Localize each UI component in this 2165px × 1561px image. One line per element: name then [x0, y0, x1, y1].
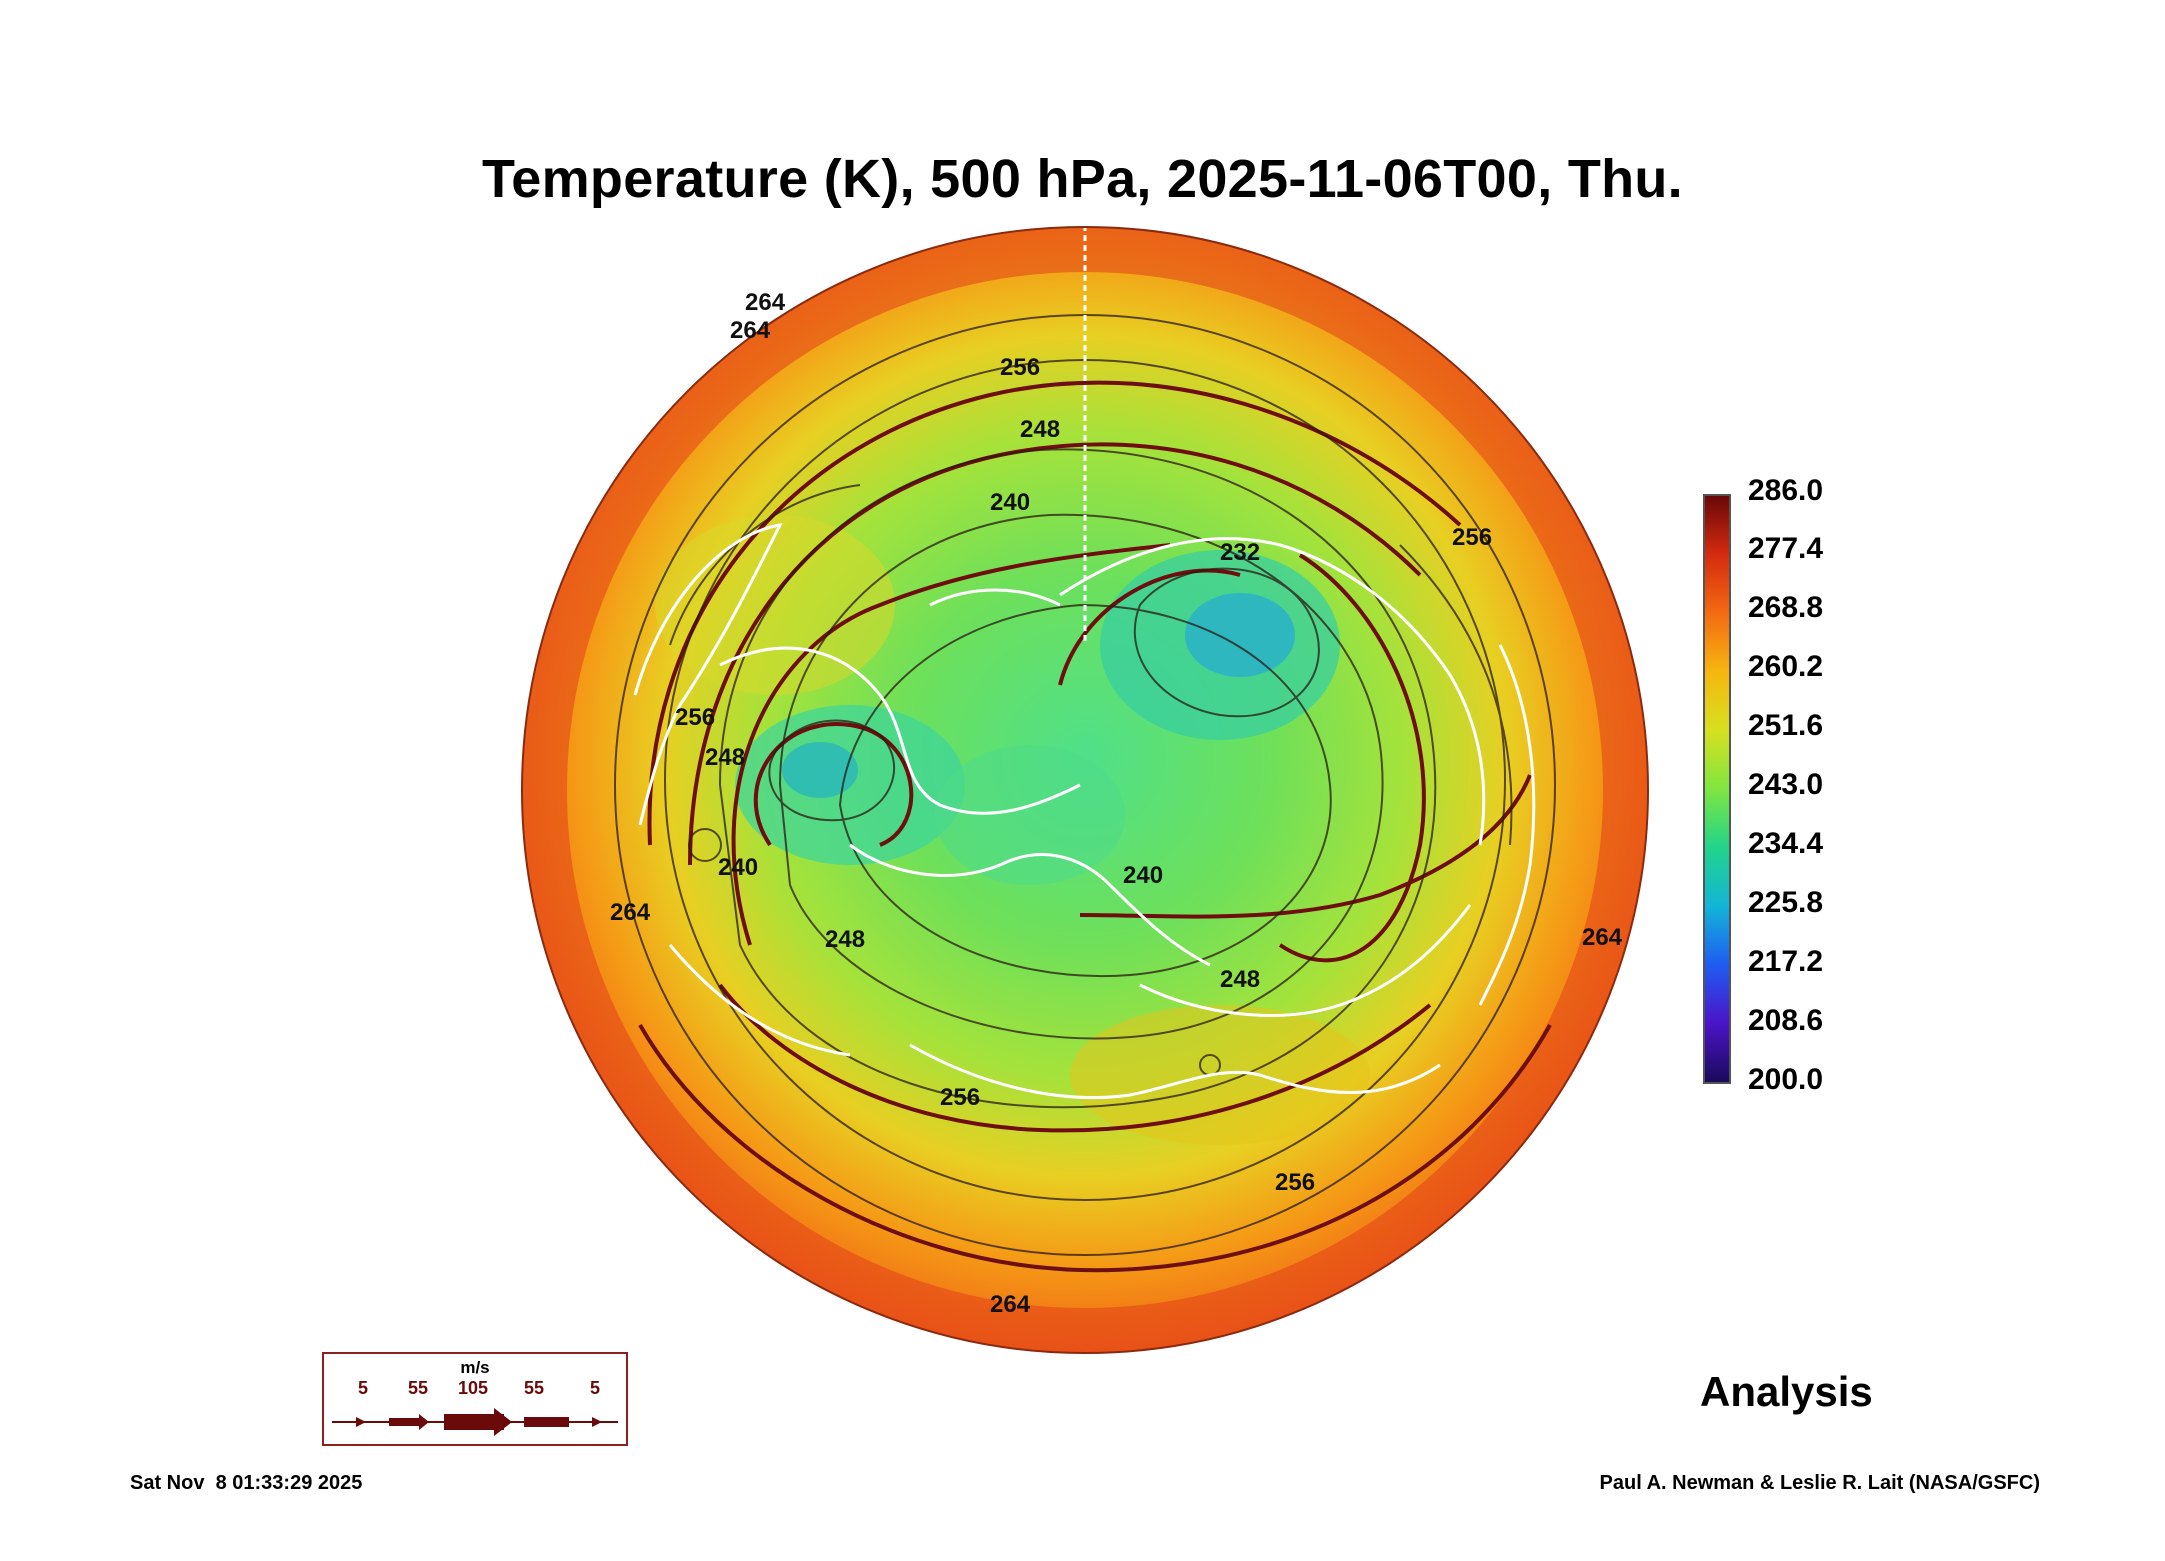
- contour-labels: 264 264 256 248 240 232 256 256 248 240 …: [610, 289, 1623, 1318]
- wind-speed-label: 5: [358, 1378, 369, 1398]
- wind-speed-label: 55: [408, 1378, 429, 1398]
- colorbar-label: 243.0: [1748, 768, 1824, 801]
- colorbar-label: 234.4: [1748, 827, 1824, 860]
- contour-label: 232: [1220, 539, 1260, 566]
- contour-label: 256: [1000, 354, 1040, 381]
- contour-label: 264: [1582, 924, 1623, 951]
- contour-label: 240: [718, 854, 758, 881]
- wind-arrow-scale: [332, 1408, 618, 1436]
- contour-label: 248: [705, 744, 745, 771]
- contour-label: 248: [1220, 966, 1260, 993]
- contour-label: 240: [1123, 862, 1163, 889]
- wind-speed-label: 5: [590, 1378, 601, 1398]
- warm-sector-pacific: [655, 515, 895, 695]
- colorbar-label: 217.2: [1748, 945, 1824, 978]
- contour-label: 256: [1452, 524, 1492, 551]
- colorbar-label: 200.0: [1748, 1063, 1824, 1096]
- map-title: Temperature (K), 500 hPa, 2025-11-06T00,…: [482, 149, 1683, 209]
- contour-label: 240: [990, 489, 1030, 516]
- contour-label: 264: [745, 289, 786, 316]
- contour-label: 248: [825, 926, 865, 953]
- contour-label: 256: [1275, 1169, 1315, 1196]
- contour-label: 264: [730, 317, 771, 344]
- polar-temperature-map: 264 264 256 248 240 232 256 256 248 240 …: [520, 225, 1650, 1355]
- wind-speed-label: 105: [458, 1378, 489, 1398]
- warm-sector-atlantic: [1070, 1005, 1370, 1145]
- colorbar-label: 251.6: [1748, 709, 1824, 742]
- contour-label: 256: [940, 1084, 980, 1111]
- colorbar-label: 268.8: [1748, 591, 1824, 624]
- credit-text: Paul A. Newman & Leslie R. Lait (NASA/GS…: [1599, 1472, 2040, 1494]
- map-border: [521, 226, 1649, 1354]
- colorbar-label: 260.2: [1748, 650, 1824, 683]
- colorbar-label: 286.0: [1748, 474, 1824, 507]
- contour-label: 248: [1020, 416, 1060, 443]
- colorbar-label: 225.8: [1748, 886, 1824, 919]
- generation-timestamp: Sat Nov 8 01:33:29 2025: [130, 1472, 363, 1494]
- contour-label: 256: [675, 704, 715, 731]
- colorbar-label: 277.4: [1748, 532, 1824, 565]
- analysis-label: Analysis: [1700, 1368, 1873, 1415]
- wind-speed-legend: m/s 5 55 105 55 5: [322, 1352, 628, 1446]
- wind-unit-label: m/s: [460, 1358, 490, 1377]
- coastlines: [633, 523, 1536, 1100]
- contour-label: 264: [990, 1291, 1031, 1318]
- wind-speed-label: 55: [524, 1378, 545, 1398]
- contour-label: 264: [610, 899, 651, 926]
- colorbar-label: 208.6: [1748, 1004, 1824, 1037]
- temperature-colorbar: [1703, 494, 1731, 1084]
